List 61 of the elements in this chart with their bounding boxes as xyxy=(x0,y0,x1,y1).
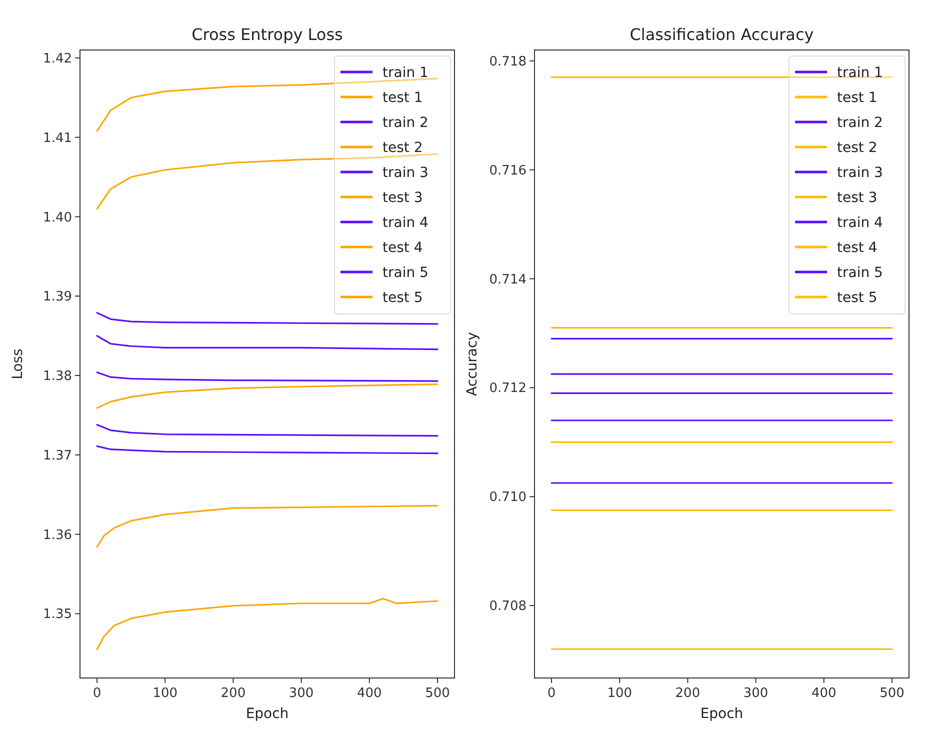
line-series xyxy=(96,78,438,132)
y-tick-label: 0.708 xyxy=(489,599,526,614)
y-tick-label: 0.716 xyxy=(489,163,526,178)
x-tick-label: 400 xyxy=(811,686,836,701)
legend-label: train 2 xyxy=(382,114,428,131)
legend-label: test 1 xyxy=(837,90,878,106)
x-tick-label: 100 xyxy=(607,686,632,701)
y-tick-label: 1.41 xyxy=(43,130,72,146)
line-series xyxy=(96,504,438,548)
x-axis-title: Epoch xyxy=(246,706,289,722)
y-tick-label: 1.42 xyxy=(43,51,72,66)
x-tick-label: 100 xyxy=(152,686,178,701)
x-tick-label: 200 xyxy=(220,686,246,701)
y-tick-label: 1.39 xyxy=(43,290,72,305)
y-tick-label: 0.718 xyxy=(489,54,526,70)
y-tick-label: 1.37 xyxy=(43,448,72,464)
x-tick-label: 0 xyxy=(547,686,556,701)
legend-label: test 4 xyxy=(837,240,878,256)
x-tick-label: 500 xyxy=(425,686,450,701)
y-axis-title: Loss xyxy=(10,348,26,380)
y-tick-label: 0.714 xyxy=(489,272,526,288)
x-tick-label: 400 xyxy=(356,686,382,701)
y-tick-label: 1.36 xyxy=(43,528,72,543)
y-tick-label: 0.710 xyxy=(489,490,526,506)
legend-label: train 1 xyxy=(382,64,428,81)
y-tick-label: 1.40 xyxy=(43,210,72,226)
legend-label: test 2 xyxy=(382,140,423,156)
legend-label: test 5 xyxy=(837,290,878,306)
legend-label: test 1 xyxy=(382,90,423,106)
legend-label: train 4 xyxy=(837,214,884,231)
legend-label: test 3 xyxy=(382,190,423,206)
legend-label: train 3 xyxy=(837,164,883,181)
legend-label: train 5 xyxy=(837,264,883,281)
legend-label: train 4 xyxy=(382,214,429,231)
line-series xyxy=(96,372,438,382)
chart-title: Classification Accuracy xyxy=(630,25,814,44)
y-tick-label: 0.712 xyxy=(489,381,526,396)
chart-title: Cross Entropy Loss xyxy=(192,25,343,44)
y-axis-title: Accuracy xyxy=(464,332,480,396)
line-series xyxy=(96,383,438,409)
y-tick-label: 1.35 xyxy=(43,607,72,622)
line-series xyxy=(96,312,438,325)
legend-label: test 4 xyxy=(382,240,423,256)
line-series xyxy=(96,445,438,454)
line-series xyxy=(96,424,438,437)
legend-label: train 3 xyxy=(382,164,428,181)
legend-label: train 5 xyxy=(382,264,428,281)
line-series xyxy=(96,335,438,350)
x-tick-label: 300 xyxy=(743,686,768,701)
y-tick-label: 1.38 xyxy=(43,369,72,384)
legend-label: test 2 xyxy=(837,140,878,156)
legend-label: test 3 xyxy=(837,190,878,206)
x-tick-label: 500 xyxy=(880,686,904,701)
x-tick-label: 0 xyxy=(92,686,102,701)
line-series xyxy=(96,153,438,210)
legend-label: test 5 xyxy=(382,290,423,306)
x-tick-label: 200 xyxy=(675,686,700,701)
x-tick-label: 300 xyxy=(288,686,314,701)
line-series xyxy=(96,598,438,650)
legend-label: train 2 xyxy=(837,114,883,131)
x-axis-title: Epoch xyxy=(700,706,744,722)
